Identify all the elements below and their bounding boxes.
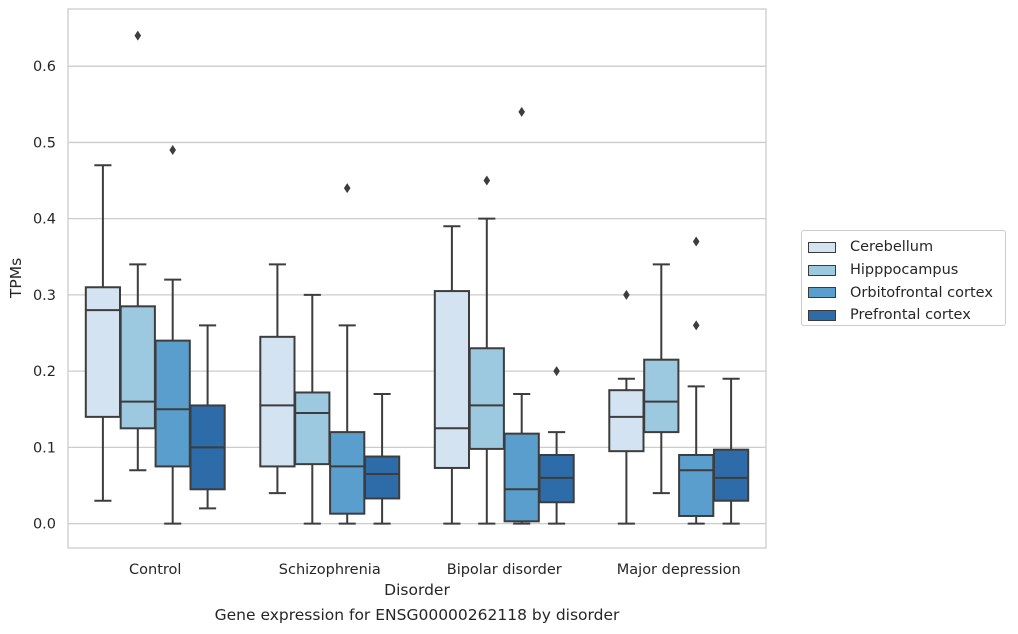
iqr-box xyxy=(84,286,122,418)
box-cerebellum xyxy=(259,263,296,495)
y-tick-label: 0.1 xyxy=(33,440,56,456)
box-cerebellum xyxy=(433,225,471,525)
box-hipppocampus xyxy=(643,263,680,495)
legend-item: Cerebellum xyxy=(808,236,1005,259)
iqr-box xyxy=(608,389,645,453)
box-orbitofrontal-cortex xyxy=(154,145,191,525)
x-tick-label: Bipolar disorder xyxy=(447,562,562,578)
box-hipppocampus xyxy=(119,30,156,472)
y-tick-label: 0.6 xyxy=(33,59,56,75)
box-prefrontal-cortex xyxy=(363,393,401,525)
chart-caption: Gene expression for ENSG00000262118 by d… xyxy=(214,606,620,624)
iqr-box xyxy=(643,358,680,434)
outlier-point xyxy=(692,320,700,331)
legend-label: Prefrontal cortex xyxy=(850,307,971,324)
y-tick-label: 0.5 xyxy=(33,135,56,151)
legend-swatch xyxy=(808,264,836,276)
x-tick-label: Control xyxy=(129,562,181,578)
plot-frame xyxy=(67,8,767,549)
outlier-point xyxy=(134,30,142,41)
x-axis-label: Disorder xyxy=(384,581,450,599)
y-tick-labels: 0.0 0.1 0.2 0.3 0.4 0.5 0.6 xyxy=(33,59,56,532)
box-hipppocampus xyxy=(468,175,505,525)
iqr-box xyxy=(712,448,750,502)
outlier-point xyxy=(518,106,525,117)
iqr-box xyxy=(154,339,191,468)
y-tick-label: 0.0 xyxy=(33,517,56,533)
outlier-point xyxy=(343,183,351,194)
legend-swatch xyxy=(808,241,836,253)
box-prefrontal-cortex xyxy=(712,377,750,525)
y-axis-label: TPMs xyxy=(7,258,25,299)
iqr-box xyxy=(468,347,505,450)
legend-label: Cerebellum xyxy=(850,239,934,256)
outlier-point xyxy=(483,175,491,186)
x-tick-label: Schizophrenia xyxy=(279,562,381,578)
x-tick-labels: Control Schizophrenia Bipolar disorder Majo… xyxy=(129,562,741,578)
iqr-box xyxy=(329,431,366,515)
legend-item: Orbitofrontal cortex xyxy=(808,281,1005,304)
box-prefrontal-cortex xyxy=(189,324,226,510)
outlier-point xyxy=(553,366,560,377)
y-tick-label: 0.2 xyxy=(33,364,56,380)
iqr-box xyxy=(259,335,296,468)
legend-swatch xyxy=(808,287,836,299)
iqr-box xyxy=(363,455,401,500)
legend-label: Orbitofrontal cortex xyxy=(850,284,993,301)
box-orbitofrontal-cortex xyxy=(678,236,715,525)
legend-label: Hipppocampus xyxy=(850,262,959,279)
box-cerebellum xyxy=(608,289,645,525)
y-tick-label: 0.4 xyxy=(33,212,56,228)
outlier-point xyxy=(692,236,700,247)
y-tick-label: 0.3 xyxy=(33,288,56,304)
outlier-point xyxy=(623,289,630,300)
iqr-box xyxy=(433,290,471,469)
box-hipppocampus xyxy=(294,293,331,525)
box-prefrontal-cortex xyxy=(538,366,575,525)
boxes xyxy=(84,30,750,525)
legend: Cerebellum Hipppocampus Orbitofrontal cort… xyxy=(801,230,1006,326)
iqr-box xyxy=(503,432,540,523)
box-cerebellum xyxy=(84,164,122,502)
legend-item: Hipppocampus xyxy=(808,259,1005,282)
outlier-point xyxy=(169,145,176,156)
x-tick-label: Major depression xyxy=(617,562,741,578)
legend-item: Prefrontal cortex xyxy=(808,304,1005,327)
box-orbitofrontal-cortex xyxy=(503,106,540,525)
iqr-box xyxy=(678,453,715,517)
iqr-box xyxy=(294,391,331,466)
legend-swatch xyxy=(808,309,836,321)
iqr-box xyxy=(119,305,156,430)
box-orbitofrontal-cortex xyxy=(329,183,366,525)
